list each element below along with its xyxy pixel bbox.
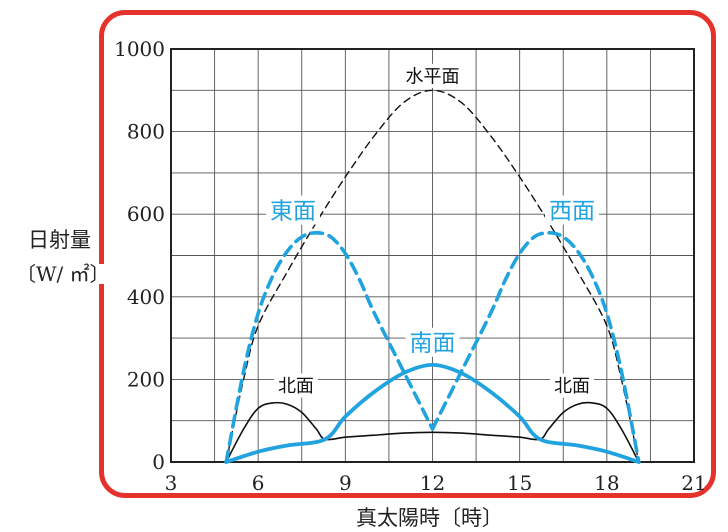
x-tick-label: 21 bbox=[681, 471, 706, 495]
y-tick-label: 800 bbox=[127, 120, 165, 144]
series-line bbox=[224, 231, 435, 464]
series-label: 西面 bbox=[549, 198, 595, 224]
series-label: 北面 bbox=[554, 376, 590, 397]
x-tick-label: 15 bbox=[507, 471, 532, 495]
series-label-background bbox=[273, 373, 318, 398]
series-line bbox=[430, 231, 641, 464]
series-line bbox=[225, 401, 640, 463]
y-axis-unit: 〔W/ ㎡〕 bbox=[14, 262, 112, 286]
plot-border bbox=[170, 48, 695, 463]
series-line bbox=[224, 363, 641, 464]
x-tick-label: 6 bbox=[252, 471, 265, 495]
y-axis-label: 日射量 bbox=[26, 228, 93, 252]
series-label-background bbox=[405, 327, 460, 357]
series-label: 東面 bbox=[270, 198, 316, 224]
x-tick-label: 3 bbox=[165, 471, 178, 495]
series-label: 水平面 bbox=[406, 66, 460, 87]
x-tick-label: 18 bbox=[594, 471, 619, 495]
series-label: 北面 bbox=[278, 376, 314, 397]
series-label-background bbox=[401, 63, 464, 88]
x-axis-label: 真太陽時〔時〕 bbox=[350, 508, 509, 529]
series-label: 南面 bbox=[410, 331, 456, 357]
y-tick-label: 600 bbox=[127, 202, 165, 226]
series-label-background bbox=[266, 195, 321, 225]
series-label-background bbox=[549, 373, 594, 398]
series-label-background bbox=[544, 195, 599, 225]
series-line bbox=[225, 89, 640, 463]
x-tick-label: 9 bbox=[339, 471, 352, 495]
y-tick-label: 1000 bbox=[114, 37, 165, 61]
y-tick-label: 0 bbox=[152, 450, 165, 474]
y-tick-label: 200 bbox=[127, 367, 165, 391]
y-tick-label: 400 bbox=[127, 285, 165, 309]
x-tick-label: 12 bbox=[420, 471, 445, 495]
